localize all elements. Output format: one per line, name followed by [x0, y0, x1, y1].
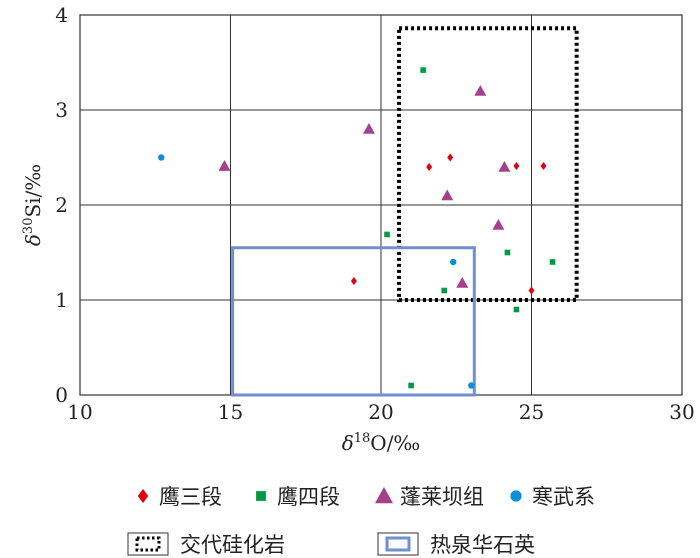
legend-marker-triangle [375, 487, 393, 504]
legend-box [377, 532, 419, 556]
grid [79, 14, 683, 396]
legend-label: 蓬莱坝组 [400, 485, 484, 509]
point-triangle [474, 85, 487, 96]
legend-label: 寒武系 [532, 485, 595, 509]
legend-label: 鹰四段 [277, 485, 340, 509]
x-tick-label: 25 [519, 400, 544, 424]
legend-label: 鹰三段 [159, 485, 222, 509]
point-triangle [218, 160, 231, 171]
point-circle [158, 154, 165, 161]
legend-label: 交代硅化岩 [180, 533, 285, 557]
point-triangle [456, 276, 469, 288]
legend-swatch-dotted [135, 536, 161, 552]
point-diamond [426, 163, 433, 171]
legend-swatch-solid [385, 536, 411, 552]
legend-marker-square [256, 491, 266, 501]
point-triangle [362, 123, 375, 134]
legend-marker-diamond [137, 489, 149, 503]
x-tick-label: 15 [218, 400, 243, 424]
point-square [549, 259, 556, 265]
x-tick-label: 10 [67, 400, 92, 424]
point-diamond [350, 277, 357, 285]
point-square [420, 67, 426, 73]
legend-label: 热泉华石英 [430, 533, 535, 557]
point-diamond [447, 153, 454, 162]
x-tick-label: 30 [669, 400, 694, 424]
legend-box [127, 532, 169, 556]
point-diamond [513, 162, 520, 171]
tick-labels: 10 15 20 25 30 0 1 2 3 4 [55, 3, 694, 424]
point-square [504, 249, 511, 256]
y-tick-label: 2 [55, 193, 68, 217]
point-triangle [441, 189, 454, 201]
legend-marker-circle [510, 490, 522, 502]
point-diamond [528, 286, 535, 295]
x-tick-label: 20 [368, 400, 393, 424]
region-hot-spring-sinter-quartz [231, 246, 476, 397]
point-square [384, 231, 390, 238]
point-circle [450, 258, 457, 266]
point-triangle [498, 161, 511, 172]
point-square [513, 306, 520, 313]
point-square [441, 287, 448, 294]
regions [231, 26, 579, 397]
data-points [158, 67, 556, 389]
y-tick-label: 0 [55, 383, 68, 407]
region-metasomatic-silicified-rock [397, 26, 579, 303]
x-axis-label: δ18O/‰ [342, 431, 421, 455]
point-circle [468, 382, 475, 389]
point-diamond [540, 162, 547, 171]
point-triangle [492, 218, 505, 230]
point-square [408, 382, 414, 389]
y-tick-label: 3 [55, 98, 68, 122]
y-tick-label: 4 [55, 3, 68, 27]
y-tick-label: 1 [55, 288, 68, 312]
y-axis-label: δ30Si/‰ [21, 164, 45, 246]
